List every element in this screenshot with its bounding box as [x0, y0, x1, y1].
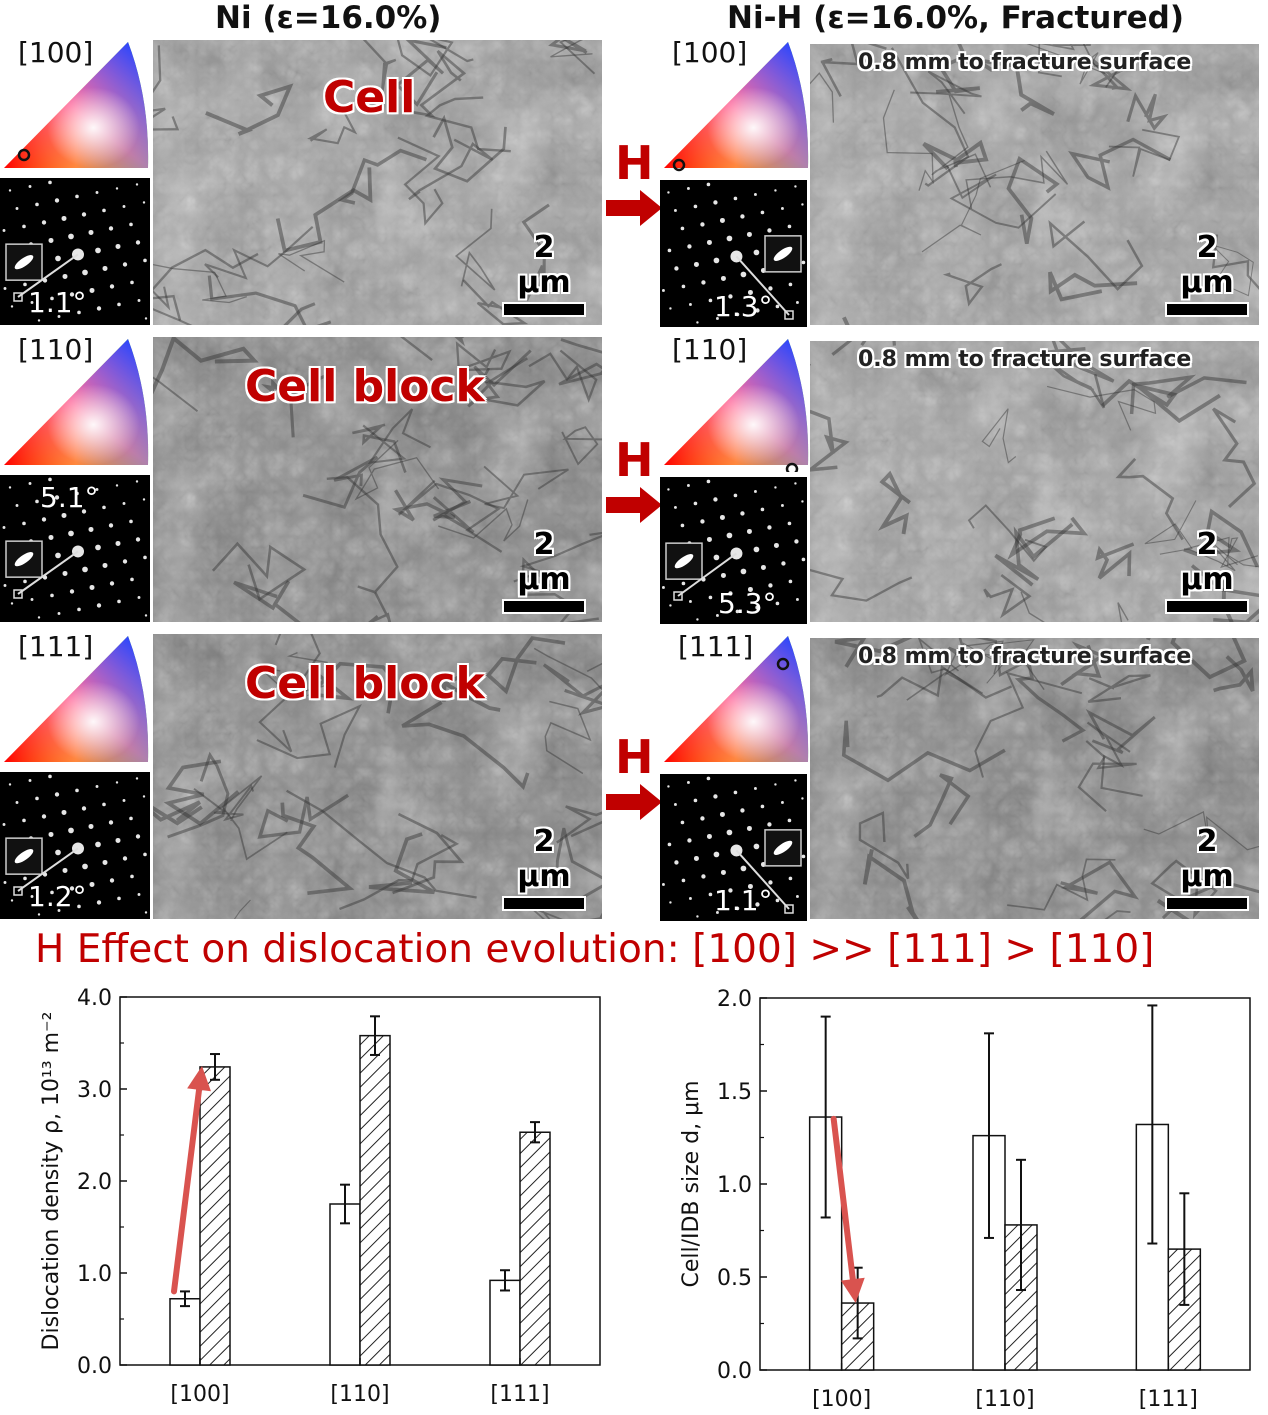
- trend-arrow-icon: [830, 1115, 856, 1283]
- hydrogen-arrow-icon: [606, 784, 662, 820]
- bar-hatched: [359, 1034, 391, 1366]
- scale-bar-nih: 2 μm: [1165, 230, 1249, 317]
- right-column-title: Ni-H (ε=16.0%, Fractured): [727, 0, 1185, 36]
- saed-pattern-right: 1.1°: [660, 774, 807, 921]
- trend-arrowhead-icon: [840, 1277, 865, 1304]
- y-tick-label: 2.0: [717, 987, 752, 1012]
- y-axis-label: Dislocation density ρ, 10¹³ m⁻²: [39, 1012, 64, 1351]
- y-tick-label: 4.0: [77, 986, 112, 1011]
- orientation-label-right: [110]: [672, 333, 748, 366]
- ipf-triangle-left: [0, 51, 150, 773]
- hydrogen-arrow-icon: [606, 190, 662, 226]
- misorientation-angle-left: 1.1°: [28, 286, 87, 319]
- x-tick-label: [110]: [330, 1382, 389, 1407]
- distance-to-fracture-label: 0.8 mm to fracture surface: [858, 347, 1192, 372]
- tem-image-ni: Cell block 2 μm: [153, 337, 602, 622]
- scale-bar-label: 2 μm: [1180, 527, 1234, 597]
- orientation-label-left: [110]: [18, 333, 94, 366]
- x-tick-label: [100]: [170, 1382, 229, 1407]
- misorientation-angle-left: 1.2°: [28, 880, 87, 913]
- x-tick-label: [110]: [975, 1387, 1034, 1412]
- trend-arrow-icon: [171, 1086, 203, 1295]
- orientation-marker-icon: [785, 462, 799, 476]
- hydrogen-label: H: [615, 730, 654, 784]
- orientation-label-left: [100]: [18, 36, 94, 69]
- ipf-triangle-left: [0, 161, 152, 476]
- scale-bar-ni: 2 μm: [502, 230, 586, 317]
- left-column-title: Ni (ε=16.0%): [215, 0, 442, 36]
- y-tick-label: 0.5: [717, 1266, 752, 1291]
- orientation-marker-icon: [776, 657, 790, 671]
- scale-bar-ni: 2 μm: [502, 527, 586, 614]
- hydrogen-label: H: [615, 433, 654, 487]
- structure-label: Cell block: [245, 361, 485, 412]
- distance-to-fracture-label: 0.8 mm to fracture surface: [858, 644, 1192, 669]
- structure-label: Cell: [323, 72, 416, 123]
- bar-hatched: [519, 1131, 551, 1366]
- h-effect-summary: H Effect on dislocation evolution: [100]…: [35, 927, 1155, 972]
- hydrogen-arrow-icon: [606, 487, 662, 523]
- y-tick-label: 3.0: [77, 1078, 112, 1103]
- bar-hatched: [199, 1066, 231, 1366]
- bar-open: [169, 1298, 201, 1366]
- ipf-triangle-left: [0, 40, 150, 179]
- scale-bar-label: 2 μm: [517, 230, 571, 300]
- y-tick-label: 1.0: [77, 1262, 112, 1287]
- ipf-triangle-right: [660, 337, 810, 476]
- y-axis-label: Cell/IDB size d, μm: [679, 1080, 704, 1287]
- orientation-label-right: [100]: [672, 36, 748, 69]
- misorientation-angle-right: 5.3°: [718, 587, 777, 620]
- trend-arrowhead-icon: [187, 1066, 211, 1092]
- structure-label: Cell block: [245, 658, 485, 709]
- scale-bar-nih: 2 μm: [1165, 824, 1249, 911]
- cell-size-chart: 0.0 0.5 1.0 1.5 2.0 Cell/IDB size d, μm [100] […: [679, 987, 1251, 1412]
- x-tick-label: [111]: [1139, 1387, 1198, 1412]
- hydrogen-label: H: [615, 136, 654, 190]
- saed-pattern-left: 5.1°: [0, 475, 150, 622]
- ipf-triangle-right: [660, 634, 810, 773]
- y-tick-label: 1.5: [717, 1080, 752, 1105]
- y-tick-label: 1.0: [717, 1173, 752, 1198]
- y-tick-label: 2.0: [77, 1170, 112, 1195]
- saed-pattern-left: 1.2°: [0, 772, 150, 919]
- bar-open: [489, 1279, 521, 1366]
- scale-bar-ni: 2 μm: [502, 824, 586, 911]
- orientation-label-right: [111]: [678, 630, 754, 663]
- orientation-label-left: [111]: [18, 630, 94, 663]
- scale-bar-label: 2 μm: [517, 527, 571, 597]
- saed-pattern-left: 1.1°: [0, 178, 150, 325]
- tem-image-ni: Cell 2 μm: [153, 40, 602, 325]
- distance-to-fracture-label: 0.8 mm to fracture surface: [858, 50, 1192, 75]
- orientation-marker-icon: [17, 148, 31, 162]
- misorientation-angle-right: 1.1°: [714, 884, 773, 917]
- dislocation-density-chart: 0.0 1.0 2.0 3.0 4.0 Dislocation density ρ, 10…: [39, 986, 601, 1407]
- orientation-marker-icon: [672, 158, 686, 172]
- scale-bar-label: 2 μm: [1180, 824, 1234, 894]
- tem-image-nih: 0.8 mm to fracture surface 2 μm: [810, 341, 1259, 622]
- tem-image-nih: 0.8 mm to fracture surface 2 μm: [810, 638, 1259, 919]
- tem-image-nih: 0.8 mm to fracture surface 2 μm: [810, 44, 1259, 325]
- misorientation-angle-right: 1.3°: [714, 290, 773, 323]
- x-tick-label: [111]: [490, 1382, 549, 1407]
- y-tick-label: 0.0: [717, 1359, 752, 1384]
- x-tick-label: [100]: [812, 1387, 871, 1412]
- saed-pattern-right: 5.3°: [660, 477, 807, 624]
- tem-image-ni: Cell block 2 μm: [153, 634, 602, 919]
- scale-bar-label: 2 μm: [1180, 230, 1234, 300]
- misorientation-angle-left: 5.1°: [40, 481, 99, 514]
- scale-bar-label: 2 μm: [517, 824, 571, 894]
- y-tick-label: 0.0: [77, 1354, 112, 1379]
- saed-pattern-right: 1.3°: [660, 180, 807, 327]
- scale-bar-nih: 2 μm: [1165, 527, 1249, 614]
- ipf-triangle-right: [660, 40, 810, 179]
- bar-open: [329, 1203, 361, 1366]
